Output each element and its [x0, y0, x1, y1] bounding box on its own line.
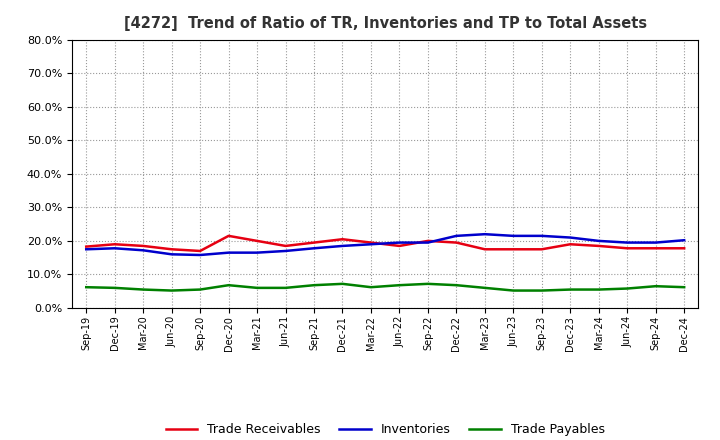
Trade Payables — [310, 282, 318, 288]
Trade Receivables — [338, 237, 347, 242]
Trade Payables — [366, 285, 375, 290]
Trade Payables — [537, 288, 546, 293]
Inventories — [82, 247, 91, 252]
Trade Receivables — [595, 243, 603, 249]
Inventories — [652, 240, 660, 245]
Inventories — [423, 240, 432, 245]
Trade Payables — [623, 286, 631, 291]
Trade Receivables — [452, 240, 461, 245]
Trade Payables — [395, 282, 404, 288]
Inventories — [566, 235, 575, 240]
Trade Receivables — [423, 238, 432, 244]
Trade Payables — [595, 287, 603, 292]
Trade Receivables — [110, 242, 119, 247]
Inventories — [595, 238, 603, 244]
Trade Receivables — [395, 243, 404, 249]
Line: Trade Receivables: Trade Receivables — [86, 236, 684, 251]
Inventories — [225, 250, 233, 255]
Trade Receivables — [82, 244, 91, 249]
Trade Payables — [509, 288, 518, 293]
Inventories — [480, 231, 489, 237]
Line: Inventories: Inventories — [86, 234, 684, 255]
Trade Receivables — [139, 243, 148, 249]
Inventories — [509, 233, 518, 238]
Trade Payables — [282, 285, 290, 290]
Trade Payables — [82, 285, 91, 290]
Inventories — [537, 233, 546, 238]
Trade Payables — [338, 281, 347, 286]
Inventories — [310, 246, 318, 251]
Inventories — [167, 252, 176, 257]
Trade Receivables — [253, 238, 261, 244]
Trade Receivables — [310, 240, 318, 245]
Trade Receivables — [480, 247, 489, 252]
Trade Receivables — [282, 243, 290, 249]
Inventories — [110, 246, 119, 251]
Inventories — [395, 240, 404, 245]
Trade Payables — [253, 285, 261, 290]
Trade Payables — [196, 287, 204, 292]
Inventories — [452, 233, 461, 238]
Inventories — [139, 248, 148, 253]
Trade Receivables — [366, 240, 375, 245]
Title: [4272]  Trend of Ratio of TR, Inventories and TP to Total Assets: [4272] Trend of Ratio of TR, Inventories… — [124, 16, 647, 32]
Trade Payables — [680, 285, 688, 290]
Line: Trade Payables: Trade Payables — [86, 284, 684, 290]
Trade Payables — [167, 288, 176, 293]
Trade Payables — [110, 285, 119, 290]
Inventories — [623, 240, 631, 245]
Trade Receivables — [652, 246, 660, 251]
Trade Payables — [566, 287, 575, 292]
Trade Receivables — [167, 247, 176, 252]
Trade Payables — [452, 282, 461, 288]
Inventories — [253, 250, 261, 255]
Trade Payables — [480, 285, 489, 290]
Trade Payables — [139, 287, 148, 292]
Trade Receivables — [537, 247, 546, 252]
Trade Receivables — [196, 248, 204, 253]
Trade Receivables — [225, 233, 233, 238]
Inventories — [680, 238, 688, 243]
Trade Payables — [423, 281, 432, 286]
Trade Payables — [652, 283, 660, 289]
Legend: Trade Receivables, Inventories, Trade Payables: Trade Receivables, Inventories, Trade Pa… — [161, 418, 610, 440]
Trade Receivables — [566, 242, 575, 247]
Inventories — [366, 242, 375, 247]
Inventories — [196, 253, 204, 258]
Trade Receivables — [509, 247, 518, 252]
Trade Receivables — [623, 246, 631, 251]
Trade Receivables — [680, 246, 688, 251]
Trade Payables — [225, 282, 233, 288]
Inventories — [282, 248, 290, 253]
Inventories — [338, 243, 347, 249]
